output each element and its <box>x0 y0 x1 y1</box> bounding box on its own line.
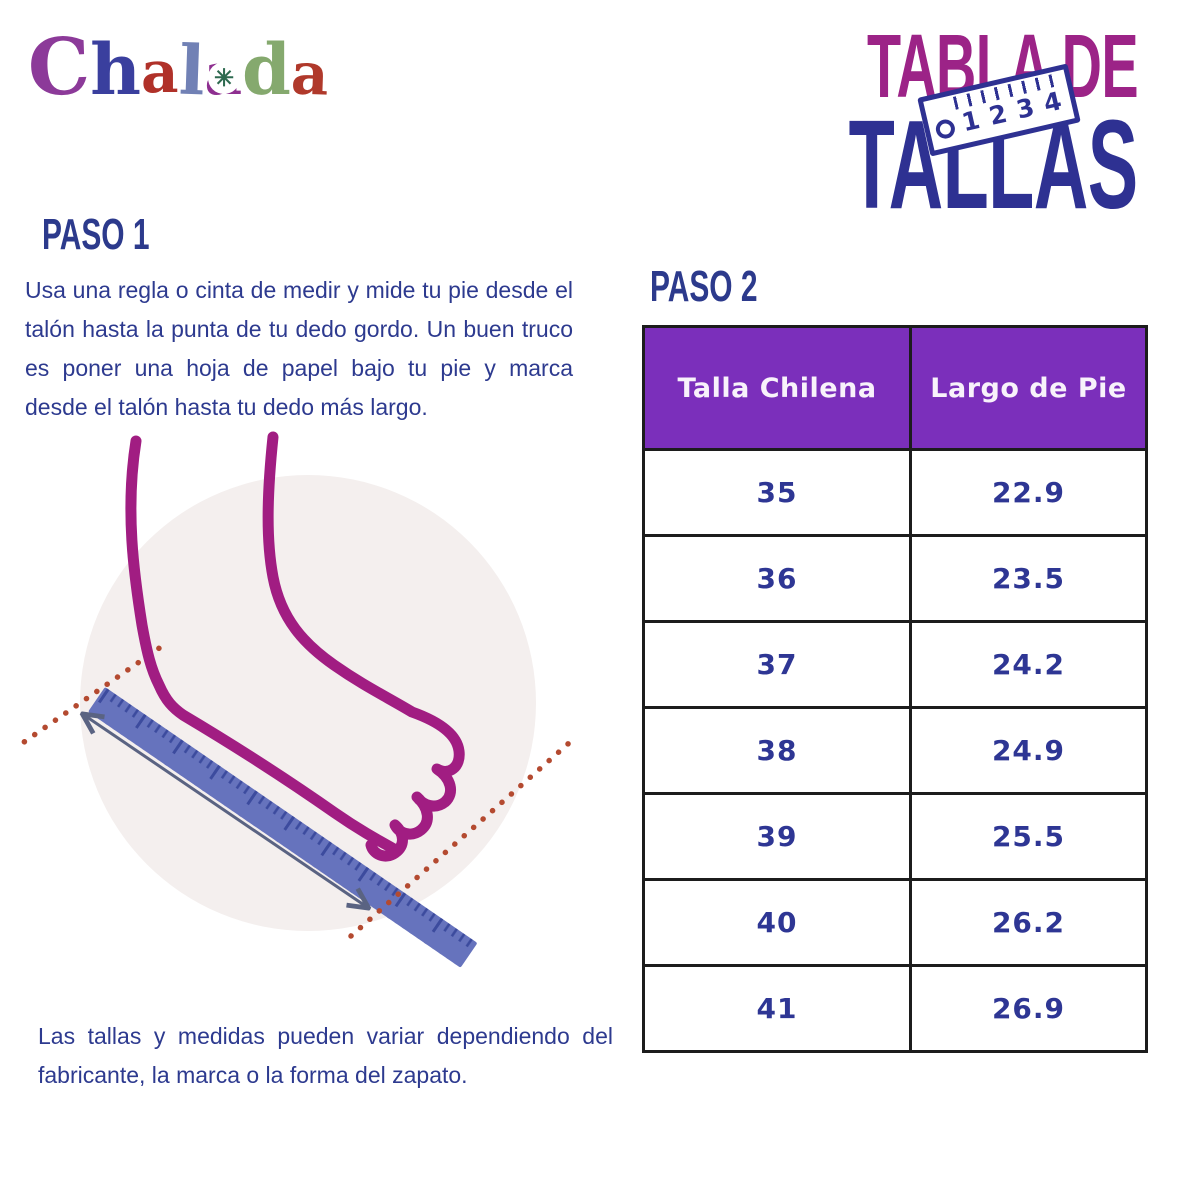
logo-letter: C <box>26 20 92 115</box>
talla-value: 40 <box>645 881 912 964</box>
table-row: 35 22.9 <box>645 448 1145 534</box>
largo-value: 22.9 <box>991 476 1066 509</box>
toe-dotted-line <box>348 740 572 939</box>
talla-value: 36 <box>645 537 912 620</box>
table-row: 41 26.9 <box>645 964 1145 1050</box>
largo-value: 26.9 <box>991 992 1066 1025</box>
chalada-logo: Chalada ✳ <box>26 18 330 123</box>
table-row: 38 24.9 <box>645 706 1145 792</box>
foot-measure-illustration <box>20 431 572 968</box>
step1-instructions: Usa una regla o cinta de medir y mide tu… <box>25 277 573 420</box>
table-row: 40 26.2 <box>645 878 1145 964</box>
talla-value: 35 <box>645 451 912 534</box>
size-table: Talla Chilena Largo de Pie 35 22.9 36 23… <box>642 325 1148 1053</box>
table-row: 39 25.5 <box>645 792 1145 878</box>
step1-heading: PASO 1 <box>42 210 150 259</box>
logo-letter: a <box>141 38 179 106</box>
measure-arrow <box>84 715 367 907</box>
largo-value: 24.9 <box>991 734 1066 767</box>
logo-letter: a <box>289 39 330 109</box>
logo-letter: h <box>90 28 141 111</box>
footnote-text: Las tallas y medidas pueden variar depen… <box>38 1023 613 1088</box>
ruler-number: 3 <box>1013 92 1038 125</box>
flower-ornament-icon: ✳ <box>208 62 240 94</box>
talla-value: 39 <box>645 795 912 878</box>
step2-heading: PASO 2 <box>650 262 758 311</box>
foot-top-toes-line <box>262 431 465 862</box>
largo-value: 24.2 <box>991 648 1066 681</box>
largo-value: 25.5 <box>991 820 1066 853</box>
talla-value: 41 <box>645 967 912 1050</box>
table-row: 36 23.5 <box>645 534 1145 620</box>
largo-value: 26.2 <box>991 906 1066 939</box>
ruler-number: 4 <box>1040 86 1065 119</box>
ruler-hole-icon <box>934 117 957 141</box>
logo-letter: l <box>177 30 206 112</box>
ruler-number: 1 <box>959 105 983 138</box>
column-header-talla-chilena: Talla Chilena <box>645 328 912 448</box>
table-row: 37 24.2 <box>645 620 1145 706</box>
largo-value: 23.5 <box>991 562 1066 595</box>
logo-letter: d <box>242 28 291 111</box>
column-header-largo-de-pie: Largo de Pie <box>912 328 1145 448</box>
size-table-header-row: Talla Chilena Largo de Pie <box>645 328 1145 448</box>
talla-value: 38 <box>645 709 912 792</box>
ruler-number: 2 <box>986 98 1010 131</box>
talla-value: 37 <box>645 623 912 706</box>
